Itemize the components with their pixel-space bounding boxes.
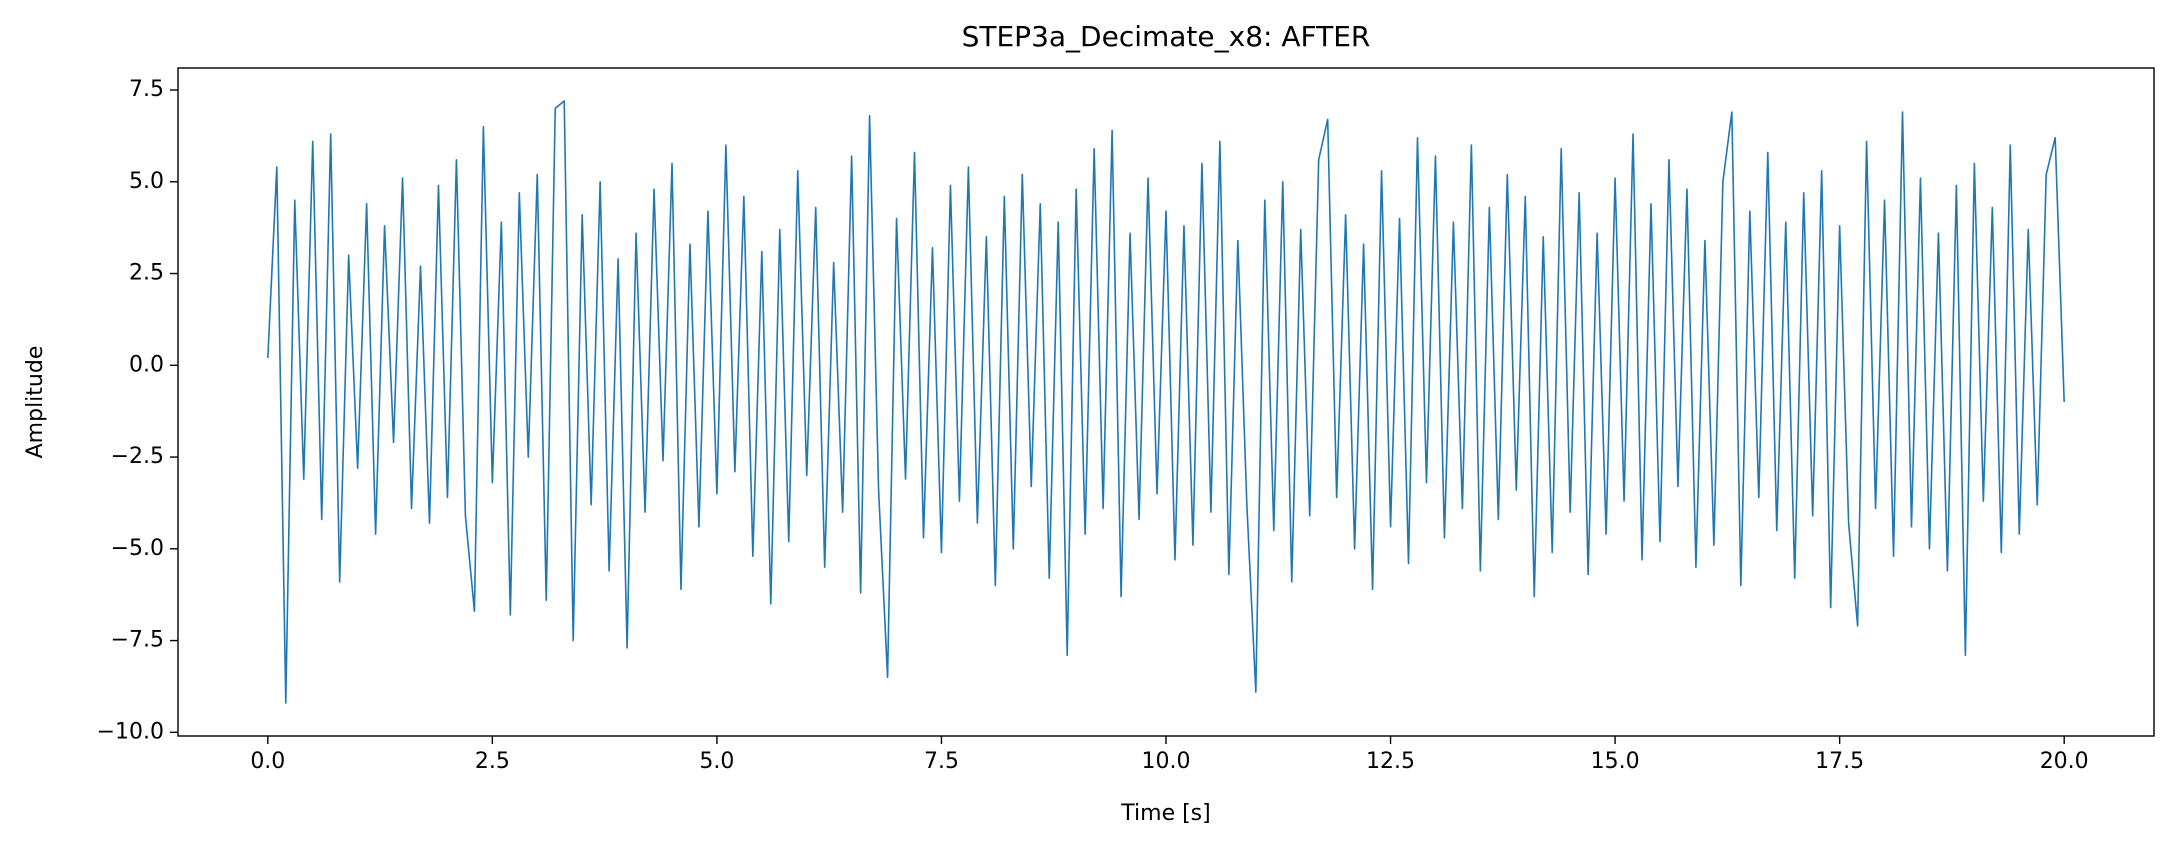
chart-title: STEP3a_Decimate_x8: AFTER xyxy=(962,20,1371,53)
y-tick-label: −10.0 xyxy=(97,719,164,744)
x-tick-label: 2.5 xyxy=(475,749,510,774)
x-axis-label: Time [s] xyxy=(1120,801,1210,826)
x-tick-label: 15.0 xyxy=(1591,749,1640,774)
plot-frame xyxy=(177,67,2155,737)
y-axis-label: Amplitude xyxy=(23,346,48,459)
x-tick-label: 0.0 xyxy=(250,749,285,774)
x-tick-label: 10.0 xyxy=(1142,749,1191,774)
x-tick-label: 5.0 xyxy=(699,749,734,774)
x-tick-label: 7.5 xyxy=(924,749,959,774)
y-tick-label: −5.0 xyxy=(111,536,164,561)
x-tick-label: 17.5 xyxy=(1815,749,1864,774)
y-tick-label: 2.5 xyxy=(129,261,164,286)
y-tick-label: 5.0 xyxy=(129,169,164,194)
x-tick-label: 12.5 xyxy=(1366,749,1415,774)
y-tick-label: −2.5 xyxy=(111,444,164,469)
x-tick-label: 20.0 xyxy=(2040,749,2089,774)
data-line xyxy=(267,100,2065,704)
y-tick-label: 7.5 xyxy=(129,77,164,102)
y-tick-label: 0.0 xyxy=(129,352,164,377)
y-tick-label: −7.5 xyxy=(111,628,164,653)
